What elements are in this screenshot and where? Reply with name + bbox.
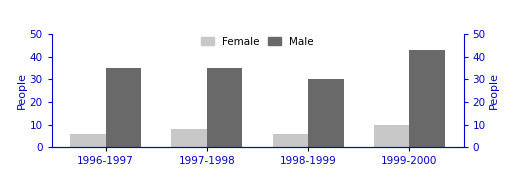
Bar <box>171 129 207 147</box>
Bar <box>308 79 344 147</box>
Bar <box>374 125 409 147</box>
Bar <box>272 134 308 147</box>
Bar <box>207 68 243 147</box>
Y-axis label: People: People <box>488 72 499 109</box>
Bar <box>70 134 106 147</box>
Legend: Female, Male: Female, Male <box>201 37 314 47</box>
Y-axis label: People: People <box>16 72 27 109</box>
Bar <box>409 50 445 147</box>
Bar <box>106 68 141 147</box>
